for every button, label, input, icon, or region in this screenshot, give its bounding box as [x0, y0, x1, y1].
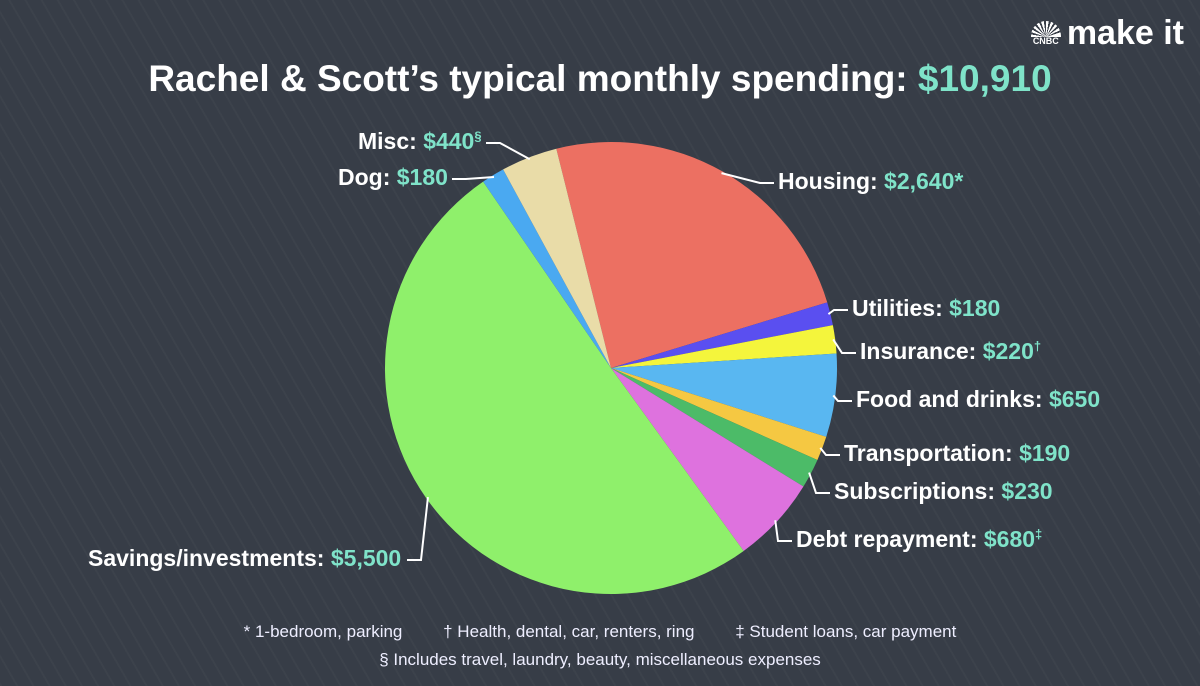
pie-slice-insurance — [611, 325, 837, 368]
slice-label-name: Food and drinks: — [856, 386, 1049, 412]
slice-label: Utilities: $180 — [852, 295, 1000, 322]
slice-label: Debt repayment: $680‡ — [796, 526, 1042, 553]
title-text: Rachel & Scott’s typical monthly spendin… — [148, 58, 908, 99]
slice-label-value: $180 — [949, 295, 1001, 321]
slice-label-name: Savings/investments: — [88, 545, 331, 571]
peacock-icon: CNBC — [1030, 21, 1061, 46]
leader-line — [832, 394, 852, 402]
slice-label-name: Dog: — [338, 164, 397, 190]
footnote: * 1-bedroom, parking — [243, 622, 403, 641]
logo-text: make it — [1066, 14, 1184, 52]
slice-label: Misc: $440§ — [358, 128, 482, 155]
slice-label-value: $650 — [1048, 386, 1101, 412]
slice-label: Savings/investments: $5,500 — [88, 545, 401, 572]
footnotes-row-1: * 1-bedroom, parking † Health, dental, c… — [0, 622, 1200, 642]
slice-label-value: $680 — [983, 526, 1036, 552]
slice-label-name: Insurance: — [860, 338, 983, 364]
slice-label: Insurance: $220† — [860, 338, 1041, 365]
leader-line — [832, 338, 856, 354]
slice-label-name: Utilities: — [852, 295, 950, 321]
pie-slice-dog — [483, 169, 611, 368]
slice-label-value: $5,500 — [330, 545, 402, 571]
slice-label-name: Transportation: — [844, 440, 1020, 466]
leader-line — [407, 497, 429, 561]
pie-slice-subscriptions — [611, 368, 818, 487]
slice-label-value: $2,640 — [884, 168, 955, 194]
pie-slice-food-and-drinks — [611, 353, 837, 437]
leader-line — [774, 520, 792, 542]
slice-label-value: $180 — [396, 164, 448, 190]
slice-label-value: $440 — [423, 128, 475, 154]
footnote-mark: § — [474, 128, 482, 144]
footnote-mark: † — [1033, 338, 1042, 354]
pie-slice-debt-repayment — [611, 368, 804, 551]
slice-label: Housing: $2,640* — [778, 168, 963, 195]
slice-label-name: Housing: — [778, 168, 885, 194]
logo-brand: CNBC — [1032, 36, 1059, 46]
slice-label-value: $190 — [1019, 440, 1071, 466]
footnote: § Includes travel, laundry, beauty, misc… — [379, 650, 821, 669]
pie-slice-housing — [556, 142, 828, 368]
leader-line — [827, 309, 848, 315]
logo: CNBC make it — [1030, 14, 1184, 53]
slice-label: Subscriptions: $230 — [834, 478, 1053, 505]
pie-slice-savings-investments — [384, 181, 744, 595]
leader-line — [819, 447, 840, 456]
chart-title: Rachel & Scott’s typical monthly spendin… — [0, 58, 1200, 100]
footnote-mark: ‡ — [1035, 526, 1043, 542]
footnote: ‡ Student loans, car payment — [735, 622, 957, 641]
title-total: $10,910 — [917, 58, 1052, 99]
footnotes-row-2: § Includes travel, laundry, beauty, misc… — [0, 650, 1200, 670]
leader-line — [808, 472, 830, 494]
slice-label: Food and drinks: $650 — [856, 386, 1100, 413]
pie-slice-utilities — [611, 302, 833, 368]
footnote-mark: * — [954, 168, 964, 194]
pie-slice-transportation — [611, 368, 827, 461]
slice-label-name: Subscriptions: — [834, 478, 1002, 504]
leader-line — [452, 175, 495, 180]
slice-label-name: Debt repayment: — [796, 526, 984, 552]
footnote: † Health, dental, car, renters, ring — [443, 622, 695, 641]
slice-label-value: $230 — [1001, 478, 1053, 504]
leader-line — [486, 142, 531, 161]
pie-slice-misc — [503, 148, 611, 368]
slice-label-value: $220 — [982, 338, 1034, 364]
leader-line — [721, 172, 774, 184]
slice-label-name: Misc: — [358, 128, 424, 154]
slice-label: Transportation: $190 — [844, 440, 1070, 467]
slice-label: Dog: $180 — [338, 164, 448, 191]
